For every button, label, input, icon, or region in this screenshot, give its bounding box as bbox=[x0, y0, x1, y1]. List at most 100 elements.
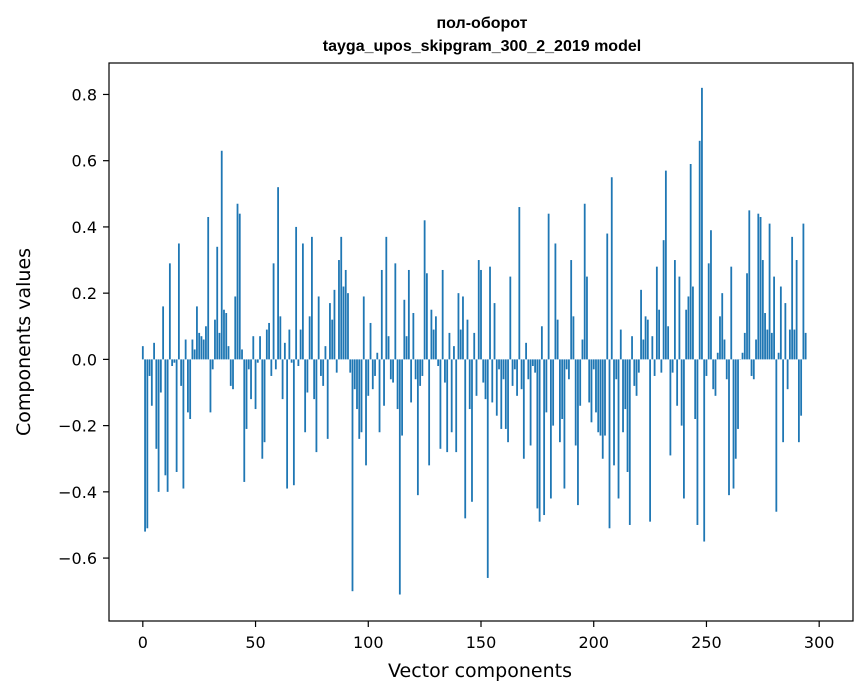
bar bbox=[662, 240, 665, 360]
bar bbox=[236, 203, 239, 360]
bar bbox=[660, 359, 663, 373]
bar bbox=[773, 276, 775, 360]
bar bbox=[604, 359, 606, 436]
bar bbox=[696, 359, 699, 525]
bar bbox=[493, 303, 496, 360]
bar bbox=[692, 286, 694, 360]
bar bbox=[263, 359, 266, 443]
bar bbox=[556, 319, 559, 360]
bar bbox=[689, 164, 692, 360]
x-tick-label: 0 bbox=[138, 633, 148, 652]
bar bbox=[220, 150, 223, 360]
bar bbox=[401, 359, 403, 436]
bar bbox=[655, 266, 658, 360]
bar bbox=[286, 359, 289, 489]
bar bbox=[482, 359, 485, 383]
bar bbox=[725, 359, 728, 380]
bar bbox=[450, 359, 453, 433]
bar bbox=[581, 339, 584, 360]
bar bbox=[441, 269, 444, 360]
bar bbox=[712, 359, 715, 390]
bar bbox=[173, 359, 176, 363]
bar bbox=[234, 296, 237, 360]
bar bbox=[265, 329, 268, 360]
bar bbox=[159, 359, 162, 393]
bar bbox=[710, 230, 712, 360]
bar bbox=[719, 316, 721, 360]
bar bbox=[624, 359, 627, 410]
bar bbox=[283, 342, 286, 360]
bar bbox=[333, 289, 336, 360]
bar bbox=[306, 359, 309, 393]
bar bbox=[786, 359, 789, 390]
x-tick-label: 100 bbox=[353, 633, 384, 652]
bar bbox=[191, 339, 194, 360]
bar bbox=[439, 359, 442, 449]
bar bbox=[473, 332, 476, 360]
bar bbox=[416, 359, 419, 496]
bar bbox=[669, 359, 672, 456]
bar bbox=[590, 359, 593, 423]
bar bbox=[423, 220, 426, 360]
bar bbox=[759, 216, 762, 360]
x-axis-label: Vector components bbox=[388, 660, 572, 682]
bar bbox=[358, 359, 361, 439]
bar bbox=[685, 309, 688, 360]
bar bbox=[527, 359, 530, 380]
bar bbox=[277, 187, 279, 360]
bar bbox=[613, 359, 615, 466]
bar bbox=[243, 359, 246, 482]
bar bbox=[766, 329, 769, 360]
bar bbox=[531, 359, 534, 367]
y-tick-label: 0.2 bbox=[72, 284, 97, 303]
bar bbox=[432, 329, 435, 360]
bar bbox=[631, 336, 633, 360]
bar bbox=[407, 269, 410, 360]
bar bbox=[784, 303, 787, 360]
bar bbox=[495, 359, 498, 416]
y-tick-label: 0.0 bbox=[72, 350, 97, 369]
bar bbox=[453, 346, 455, 360]
bar bbox=[795, 260, 798, 360]
bar bbox=[561, 359, 564, 419]
bar bbox=[394, 263, 397, 360]
bar bbox=[335, 359, 338, 373]
x-axis: 0 50 100 150 200 250 300 bbox=[138, 621, 834, 652]
plot-frame bbox=[108, 62, 854, 622]
bar bbox=[538, 359, 541, 522]
y-tick-label: −0.4 bbox=[58, 483, 97, 502]
bar bbox=[378, 359, 381, 433]
bar bbox=[313, 359, 316, 400]
bar bbox=[788, 329, 791, 360]
bar bbox=[279, 316, 282, 360]
bar bbox=[619, 329, 622, 360]
bar bbox=[673, 260, 676, 360]
bar bbox=[667, 326, 670, 360]
bar bbox=[241, 349, 243, 360]
bar bbox=[633, 359, 636, 386]
bar bbox=[295, 226, 298, 360]
bar bbox=[385, 236, 388, 360]
bar bbox=[270, 359, 273, 376]
bar bbox=[376, 352, 379, 360]
bar bbox=[412, 313, 415, 360]
bar bbox=[268, 322, 270, 360]
bar bbox=[507, 359, 509, 443]
bar bbox=[362, 296, 365, 360]
y-tick-label: −0.6 bbox=[58, 549, 97, 568]
bar bbox=[698, 140, 701, 360]
bar bbox=[205, 326, 207, 360]
bar bbox=[752, 359, 755, 380]
bar bbox=[626, 359, 629, 472]
bar bbox=[721, 293, 724, 360]
bar bbox=[193, 349, 196, 360]
bar bbox=[804, 332, 807, 360]
bar bbox=[601, 359, 604, 459]
bar bbox=[281, 359, 284, 400]
bar bbox=[520, 359, 523, 390]
bar bbox=[396, 359, 399, 410]
bar bbox=[599, 359, 602, 436]
bar bbox=[315, 359, 318, 453]
bar bbox=[347, 293, 349, 360]
bar bbox=[374, 359, 376, 376]
